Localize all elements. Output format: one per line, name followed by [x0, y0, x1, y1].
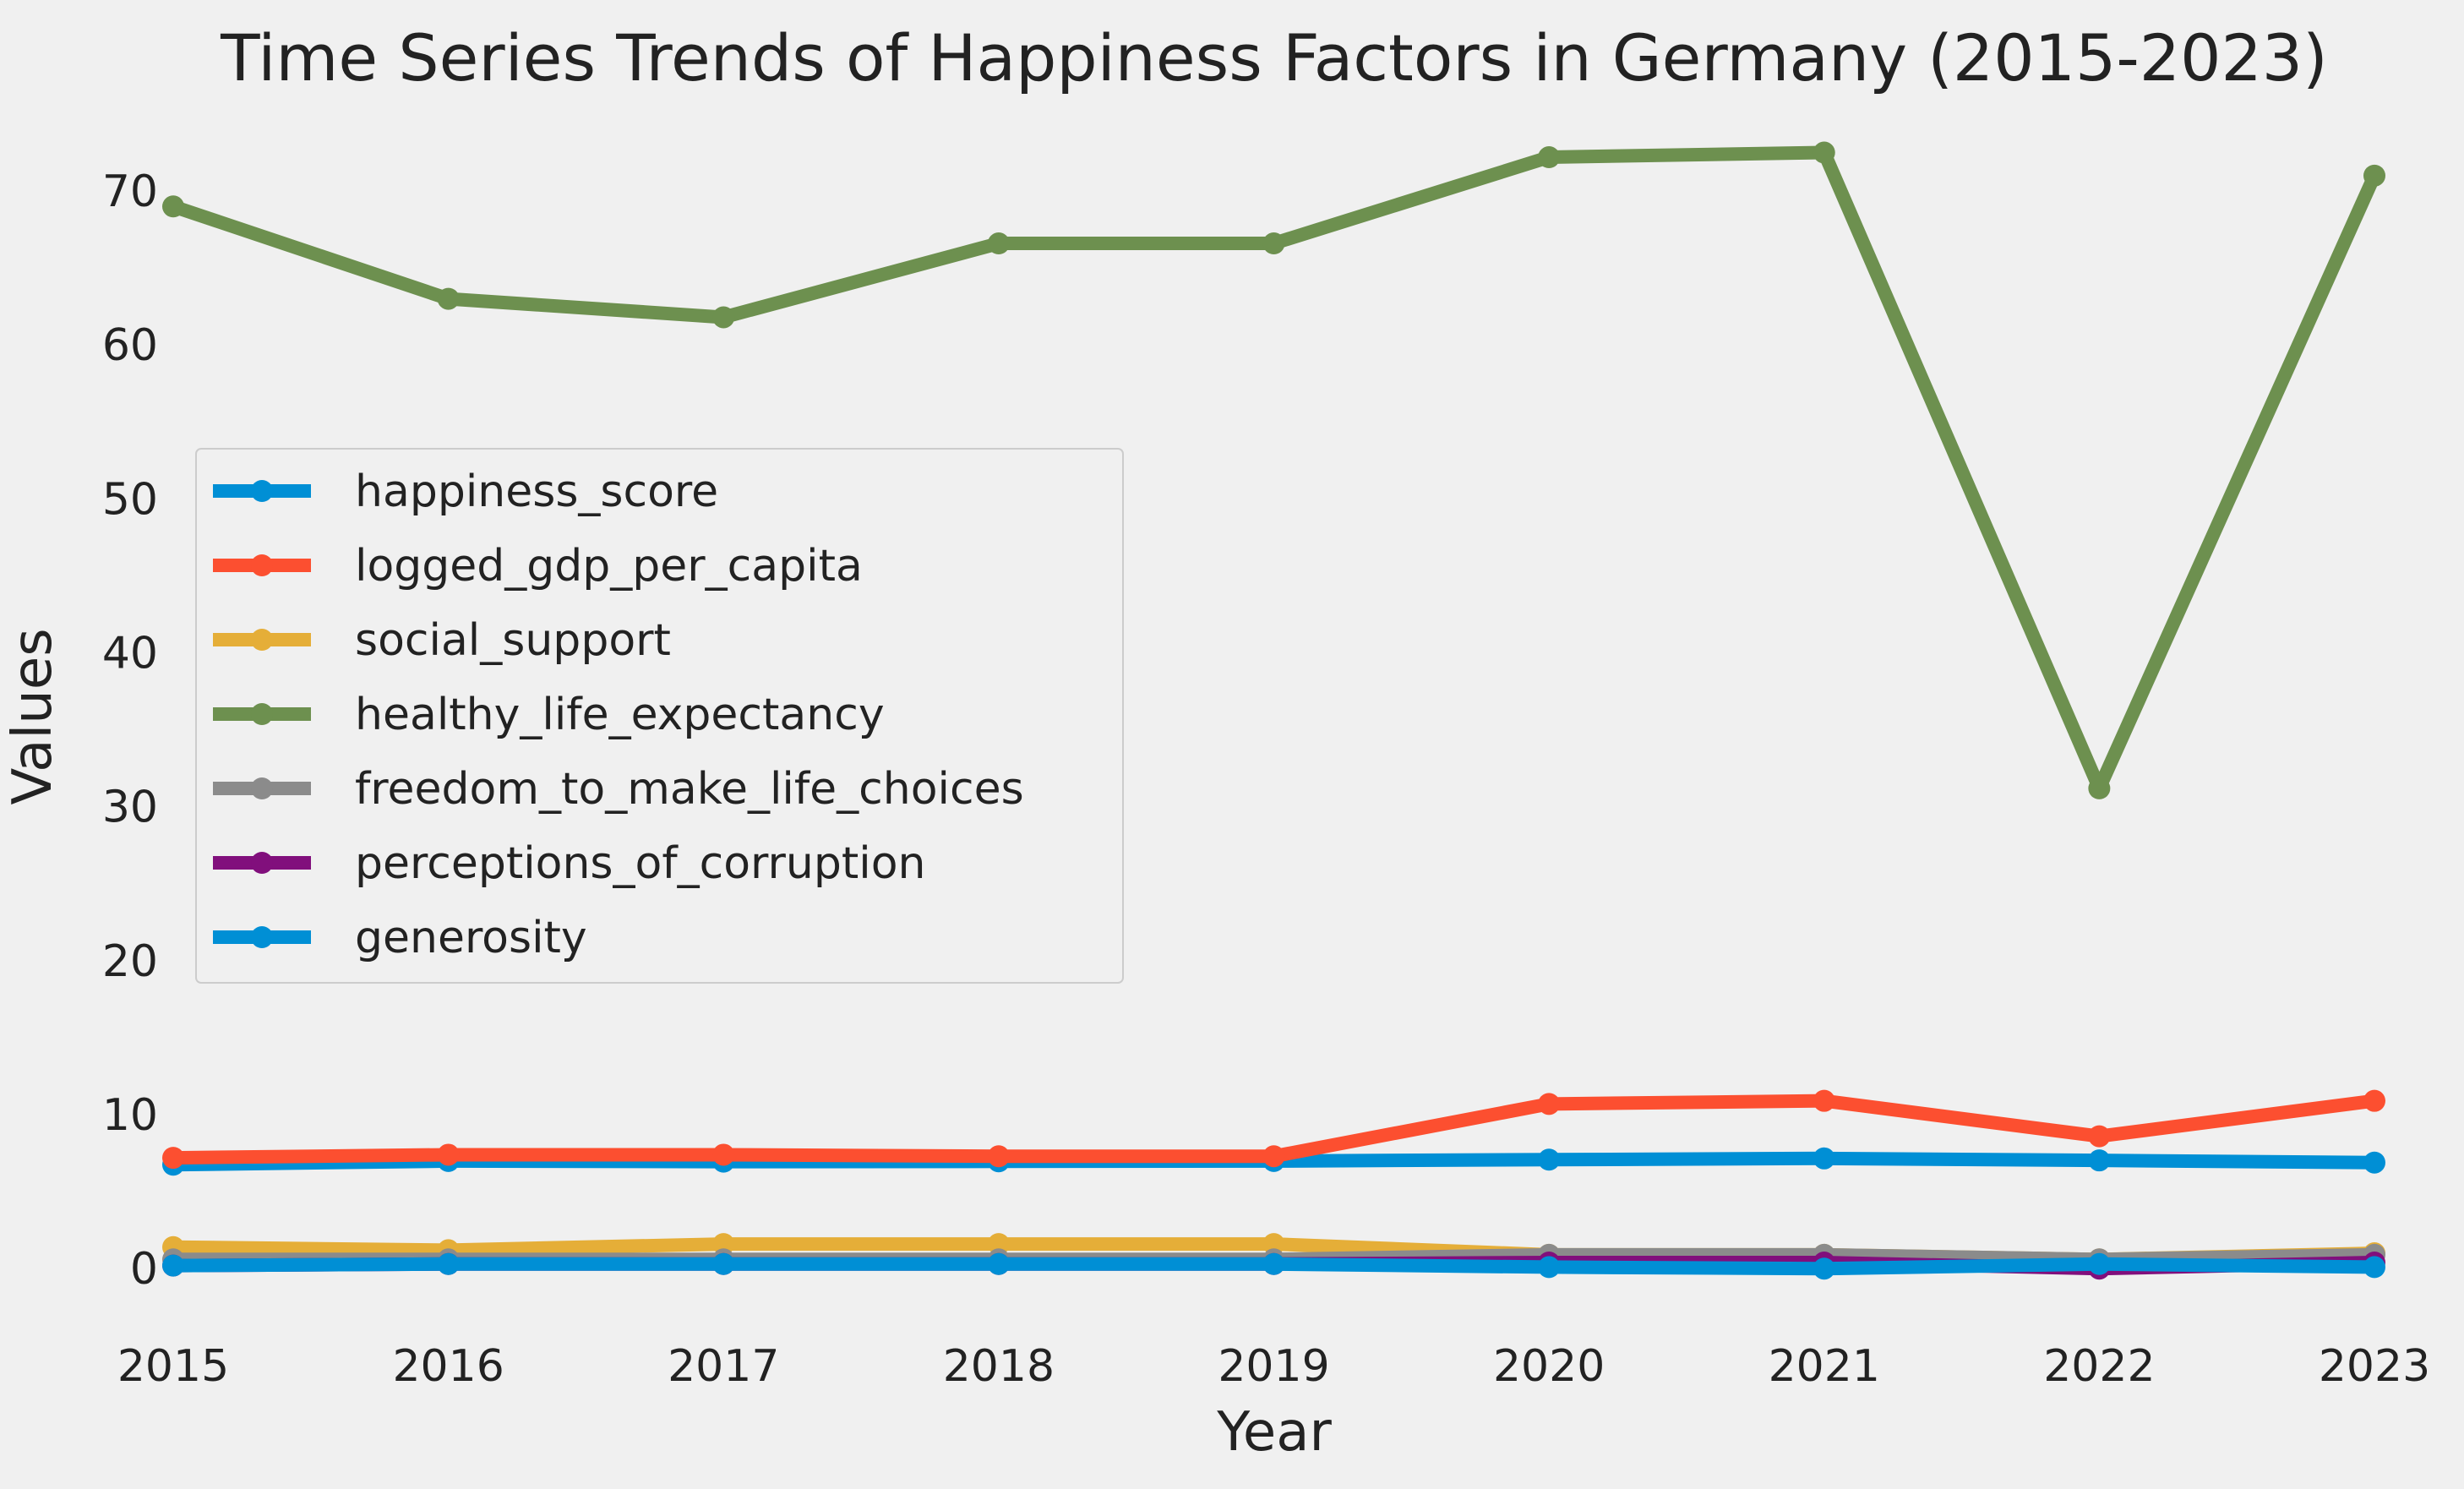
chart-title: Time Series Trends of Happiness Factors … [220, 20, 2328, 95]
data-point [2363, 1089, 2385, 1112]
data-point [2363, 164, 2385, 187]
x-tick-label: 2021 [1769, 1341, 1880, 1392]
x-tick-label: 2022 [2043, 1341, 2155, 1392]
y-tick-label: 60 [102, 320, 158, 371]
legend-items: happiness_score logged_gdp_per_capitasoci… [213, 466, 1024, 963]
data-point [1538, 146, 1561, 169]
y-tick-label: 50 [102, 474, 158, 525]
data-point [1538, 1093, 1561, 1115]
series-healthy-life-expectancy [162, 141, 2385, 799]
data-point [437, 287, 460, 310]
legend-swatch-marker [251, 926, 273, 948]
y-tick-label: 20 [102, 936, 158, 987]
y-axis-ticks: 0 10 20 30 40 50 60 70 [102, 166, 158, 1295]
y-tick-label: 10 [102, 1090, 158, 1141]
data-point [1262, 1252, 1285, 1275]
legend-label: happiness_score [355, 466, 718, 517]
data-point [1262, 1233, 1285, 1256]
plot-area [162, 141, 2385, 1280]
y-tick-label: 30 [102, 783, 158, 833]
legend-label: freedom_to_make_life_choices [355, 764, 1024, 815]
x-axis-label: Year [1216, 1401, 1332, 1464]
data-point [1262, 1145, 1285, 1168]
data-point [1538, 1256, 1561, 1279]
legend-label: generosity [355, 913, 587, 963]
y-tick-label: 40 [102, 629, 158, 679]
x-tick-label: 2015 [117, 1341, 229, 1392]
data-point [712, 1233, 735, 1256]
data-point [1538, 1148, 1561, 1171]
legend-item: logged_gdp_per_capita [213, 541, 863, 592]
data-point [162, 1147, 184, 1170]
data-point [1813, 1147, 1835, 1170]
data-point [2088, 777, 2111, 799]
legend-frame [195, 448, 1124, 984]
data-point [1813, 141, 1835, 164]
data-point [2088, 1125, 2111, 1148]
legend-swatch-marker [251, 554, 273, 576]
x-tick-label: 2019 [1218, 1341, 1329, 1392]
data-point [712, 1252, 735, 1275]
data-point [2363, 1256, 2385, 1279]
legend-item: freedom_to_make_life_choices [213, 764, 1024, 815]
legend-item: healthy_life_expectancy [213, 690, 885, 740]
legend: happiness_score logged_gdp_per_capitasoci… [195, 448, 1124, 984]
x-tick-label: 2018 [943, 1341, 1055, 1392]
y-axis-label: Values [2, 628, 64, 804]
x-tick-label: 2017 [668, 1341, 779, 1392]
data-point [2363, 1151, 2385, 1174]
data-point [712, 306, 735, 329]
legend-swatch-marker [251, 480, 273, 502]
legend-swatch-marker [251, 703, 273, 725]
data-point [987, 1252, 1010, 1275]
y-tick-label: 70 [102, 166, 158, 217]
legend-swatch-marker [251, 777, 273, 799]
legend-item: social_support [213, 615, 671, 666]
data-point [1813, 1089, 1835, 1112]
legend-item: perceptions_of_corruption [213, 838, 925, 889]
data-point [162, 1254, 184, 1277]
legend-label: logged_gdp_per_capita [355, 541, 863, 592]
data-point [987, 1233, 1010, 1256]
legend-label: healthy_life_expectancy [355, 690, 885, 740]
data-point [987, 1145, 1010, 1168]
data-point [437, 1143, 460, 1166]
x-axis-ticks: 2015 2016 2017 2018 2019 2020 2021 2022 2023 [117, 1341, 2430, 1392]
data-point [162, 195, 184, 218]
series-layer [162, 141, 2385, 1280]
data-point [1262, 232, 1285, 255]
x-tick-label: 2020 [1493, 1341, 1605, 1392]
data-point [2088, 1252, 2111, 1275]
data-point [1813, 1257, 1835, 1280]
x-tick-label: 2023 [2319, 1341, 2430, 1392]
legend-item: happiness_score [213, 466, 718, 517]
legend-item: generosity [213, 913, 587, 963]
data-point [2088, 1149, 2111, 1172]
x-tick-label: 2016 [392, 1341, 504, 1392]
legend-label: social_support [355, 615, 671, 666]
data-point [437, 1252, 460, 1275]
y-tick-label: 0 [130, 1244, 158, 1295]
legend-swatch-marker [251, 852, 273, 874]
series-logged-gdp-per-capita [162, 1089, 2385, 1170]
legend-label: perceptions_of_corruption [355, 838, 925, 889]
data-point [712, 1143, 735, 1166]
data-point [987, 232, 1010, 255]
series-generosity [162, 1252, 2385, 1280]
legend-swatch-marker [251, 629, 273, 651]
